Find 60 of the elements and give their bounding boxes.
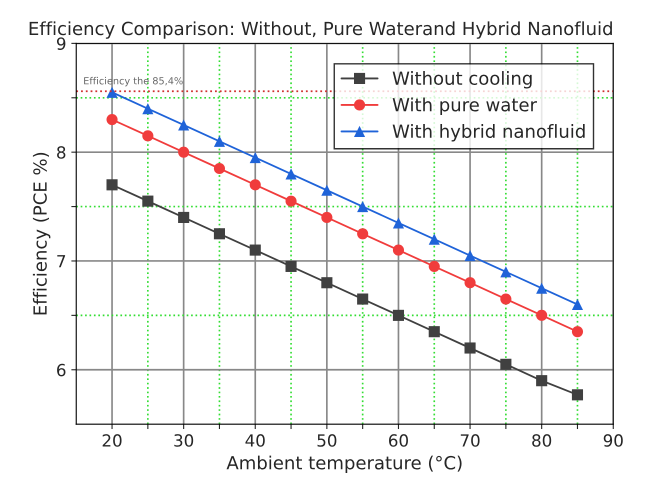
y-tick-label: 9 <box>56 37 66 50</box>
point <box>464 277 476 288</box>
point <box>572 298 584 310</box>
point <box>392 310 404 321</box>
point <box>142 103 154 114</box>
point <box>178 146 190 158</box>
legend-label: With pure water <box>392 98 537 116</box>
point <box>392 217 404 228</box>
point <box>392 244 404 256</box>
point <box>214 136 226 147</box>
point <box>500 358 512 370</box>
y-tick-label: 6 <box>57 364 66 376</box>
point <box>178 119 190 131</box>
point <box>500 293 512 305</box>
point <box>572 389 584 400</box>
point <box>536 375 548 386</box>
point <box>106 86 118 98</box>
x-tick-label: 80 <box>532 434 552 447</box>
point <box>464 250 476 262</box>
point <box>321 184 332 196</box>
chart-title: Efficiency Comparison: Without, Pure Waterand Hybrid Nanofluid <box>30 21 612 39</box>
point <box>321 212 332 224</box>
point <box>536 310 548 321</box>
point <box>214 162 226 174</box>
y-axis-title: Efficiency (PCE %) <box>32 152 50 314</box>
point <box>357 201 368 212</box>
x-tick-label: 50 <box>318 434 336 447</box>
point <box>106 114 118 126</box>
point <box>357 228 368 240</box>
point <box>286 260 297 272</box>
point <box>321 277 332 288</box>
point <box>286 196 297 207</box>
legend-label: With hybrid nanofluid <box>392 124 585 142</box>
x-axis-title: Ambient temperature (°C) <box>226 456 462 474</box>
point <box>142 130 154 142</box>
y-tick-label: 8 <box>57 146 66 159</box>
legend-label: Without cooling <box>392 71 532 89</box>
x-tick-label: 70 <box>460 434 480 447</box>
x-tick-label: 60 <box>389 434 408 447</box>
point <box>178 212 190 224</box>
point <box>357 293 368 305</box>
point <box>250 152 261 164</box>
x-tick-label: 40 <box>245 434 265 447</box>
x-tick-label: 20 <box>102 434 122 447</box>
point <box>572 326 584 338</box>
point <box>214 228 226 240</box>
point <box>428 260 440 272</box>
point <box>500 266 512 278</box>
point <box>106 179 118 190</box>
x-tick-label: 30 <box>174 434 194 447</box>
point <box>536 282 548 294</box>
point <box>250 179 261 190</box>
point <box>428 326 440 338</box>
point <box>286 168 297 180</box>
y-tick-label: 7 <box>57 255 66 268</box>
point <box>250 244 261 256</box>
point <box>464 342 476 354</box>
point <box>142 196 154 207</box>
point <box>428 234 440 245</box>
x-tick-label: 90 <box>604 434 623 447</box>
